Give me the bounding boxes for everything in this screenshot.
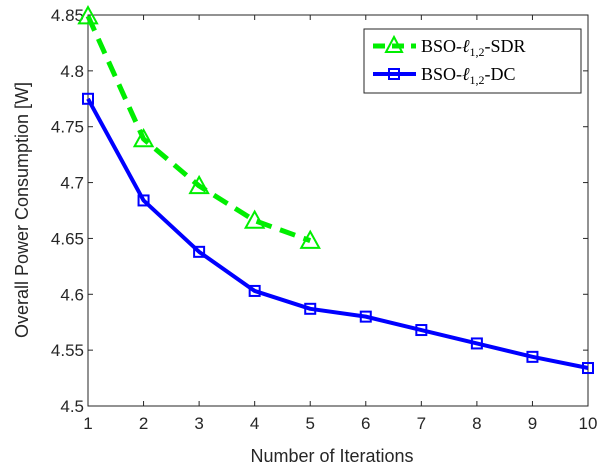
y-tick-label: 4.8 bbox=[60, 62, 84, 81]
data-point-dc bbox=[137, 194, 150, 207]
data-point-dc bbox=[526, 350, 539, 363]
legend-marker-sdr bbox=[384, 34, 404, 53]
data-point-sdr bbox=[299, 229, 321, 249]
data-point-dc bbox=[304, 302, 317, 315]
legend-entry-sdr: BSO-ℓ1,2-SDR bbox=[373, 34, 526, 59]
x-tick-label: 1 bbox=[83, 414, 92, 433]
legend-label-sdr: BSO-ℓ1,2-SDR bbox=[421, 36, 526, 59]
y-tick-label: 4.7 bbox=[60, 174, 84, 193]
x-tick-label: 3 bbox=[194, 414, 203, 433]
legend-label-dc: BSO-ℓ1,2-DC bbox=[421, 64, 516, 87]
x-tick-label: 5 bbox=[305, 414, 314, 433]
x-tick-label: 7 bbox=[417, 414, 426, 433]
x-axis-ticks: 1 2 3 4 5 6 7 8 9 10 bbox=[83, 15, 597, 433]
data-point-dc bbox=[359, 310, 372, 323]
data-point-dc bbox=[193, 245, 206, 258]
legend-entry-dc: BSO-ℓ1,2-DC bbox=[373, 64, 516, 87]
data-point-dc bbox=[82, 92, 94, 105]
data-point-sdr bbox=[132, 127, 155, 148]
x-tick-label: 6 bbox=[361, 414, 370, 433]
y-axis-title: Overall Power Consumption [W] bbox=[12, 82, 32, 338]
y-axis-ticks: 4.5 4.55 4.6 4.65 4.7 4.75 4.8 4.85 bbox=[51, 6, 588, 416]
x-tick-label: 9 bbox=[528, 414, 537, 433]
y-tick-label: 4.65 bbox=[51, 229, 84, 248]
data-point-sdr bbox=[188, 174, 210, 195]
x-tick-label: 2 bbox=[139, 414, 148, 433]
y-tick-label: 4.75 bbox=[51, 118, 84, 137]
y-tick-label: 4.5 bbox=[60, 397, 84, 416]
y-tick-label: 4.85 bbox=[51, 6, 84, 25]
y-tick-label: 4.55 bbox=[51, 341, 84, 360]
series-line-sdr bbox=[85, 15, 312, 244]
legend-marker-dc bbox=[388, 68, 400, 80]
y-tick-label: 4.6 bbox=[60, 285, 84, 304]
series-layer bbox=[77, 5, 594, 375]
x-tick-label: 10 bbox=[579, 414, 598, 433]
legend: BSO-ℓ1,2-SDR BSO-ℓ1,2-DC bbox=[363, 28, 582, 94]
x-axis-title: Number of Iterations bbox=[250, 446, 413, 466]
legend-box bbox=[363, 28, 582, 94]
data-point-dc bbox=[470, 337, 483, 350]
series-dc bbox=[82, 92, 594, 375]
data-point-dc bbox=[415, 324, 428, 337]
data-point-dc bbox=[248, 284, 261, 297]
series-line-dc bbox=[86, 97, 589, 370]
data-point-sdr bbox=[77, 5, 99, 25]
x-tick-label: 8 bbox=[472, 414, 481, 433]
series-sdr bbox=[77, 5, 321, 249]
x-tick-label: 4 bbox=[250, 414, 259, 433]
data-point-sdr bbox=[243, 209, 266, 229]
data-point-dc bbox=[582, 362, 594, 375]
